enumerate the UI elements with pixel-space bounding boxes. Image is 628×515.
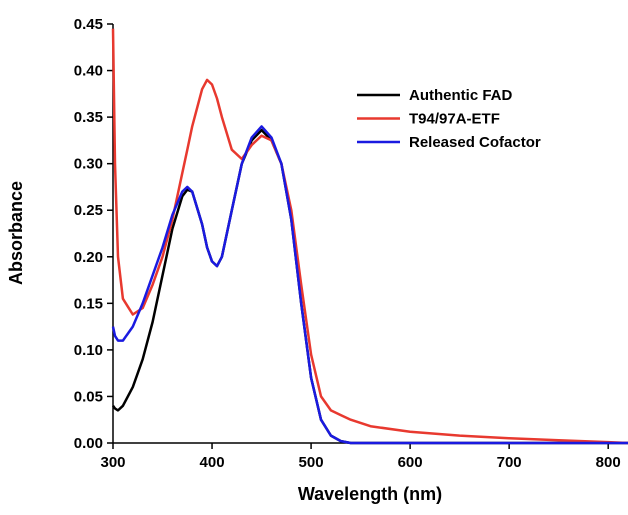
y-tick-label: 0.05 bbox=[74, 388, 103, 405]
y-tick-label: 0.30 bbox=[74, 156, 103, 173]
legend-label: T94/97A-ETF bbox=[409, 111, 500, 128]
y-tick-label: 0.10 bbox=[74, 342, 103, 359]
y-tick-label: 0.25 bbox=[74, 202, 103, 219]
data-line bbox=[111, 128, 628, 445]
y-tick-label: 0.15 bbox=[74, 295, 103, 312]
x-tick-label: 300 bbox=[100, 454, 125, 471]
x-tick-label: 400 bbox=[200, 454, 225, 471]
data-line bbox=[111, 125, 628, 445]
x-tick-label: 700 bbox=[497, 454, 522, 471]
y-tick-label: 0.20 bbox=[74, 249, 103, 266]
y-tick-label: 0.00 bbox=[74, 435, 103, 452]
x-axis-label: Wavelength (nm) bbox=[298, 484, 442, 504]
y-tick-label: 0.35 bbox=[74, 109, 103, 126]
x-tick-label: 800 bbox=[596, 454, 621, 471]
x-tick-label: 500 bbox=[299, 454, 324, 471]
legend-label: Released Cofactor bbox=[409, 134, 541, 151]
legend-label: Authentic FAD bbox=[409, 87, 512, 104]
y-tick-label: 0.45 bbox=[74, 16, 103, 33]
y-tick-label: 0.40 bbox=[74, 63, 103, 80]
x-tick-label: 600 bbox=[398, 454, 423, 471]
y-axis-label: Absorbance bbox=[6, 181, 26, 285]
data-line bbox=[111, 28, 628, 445]
